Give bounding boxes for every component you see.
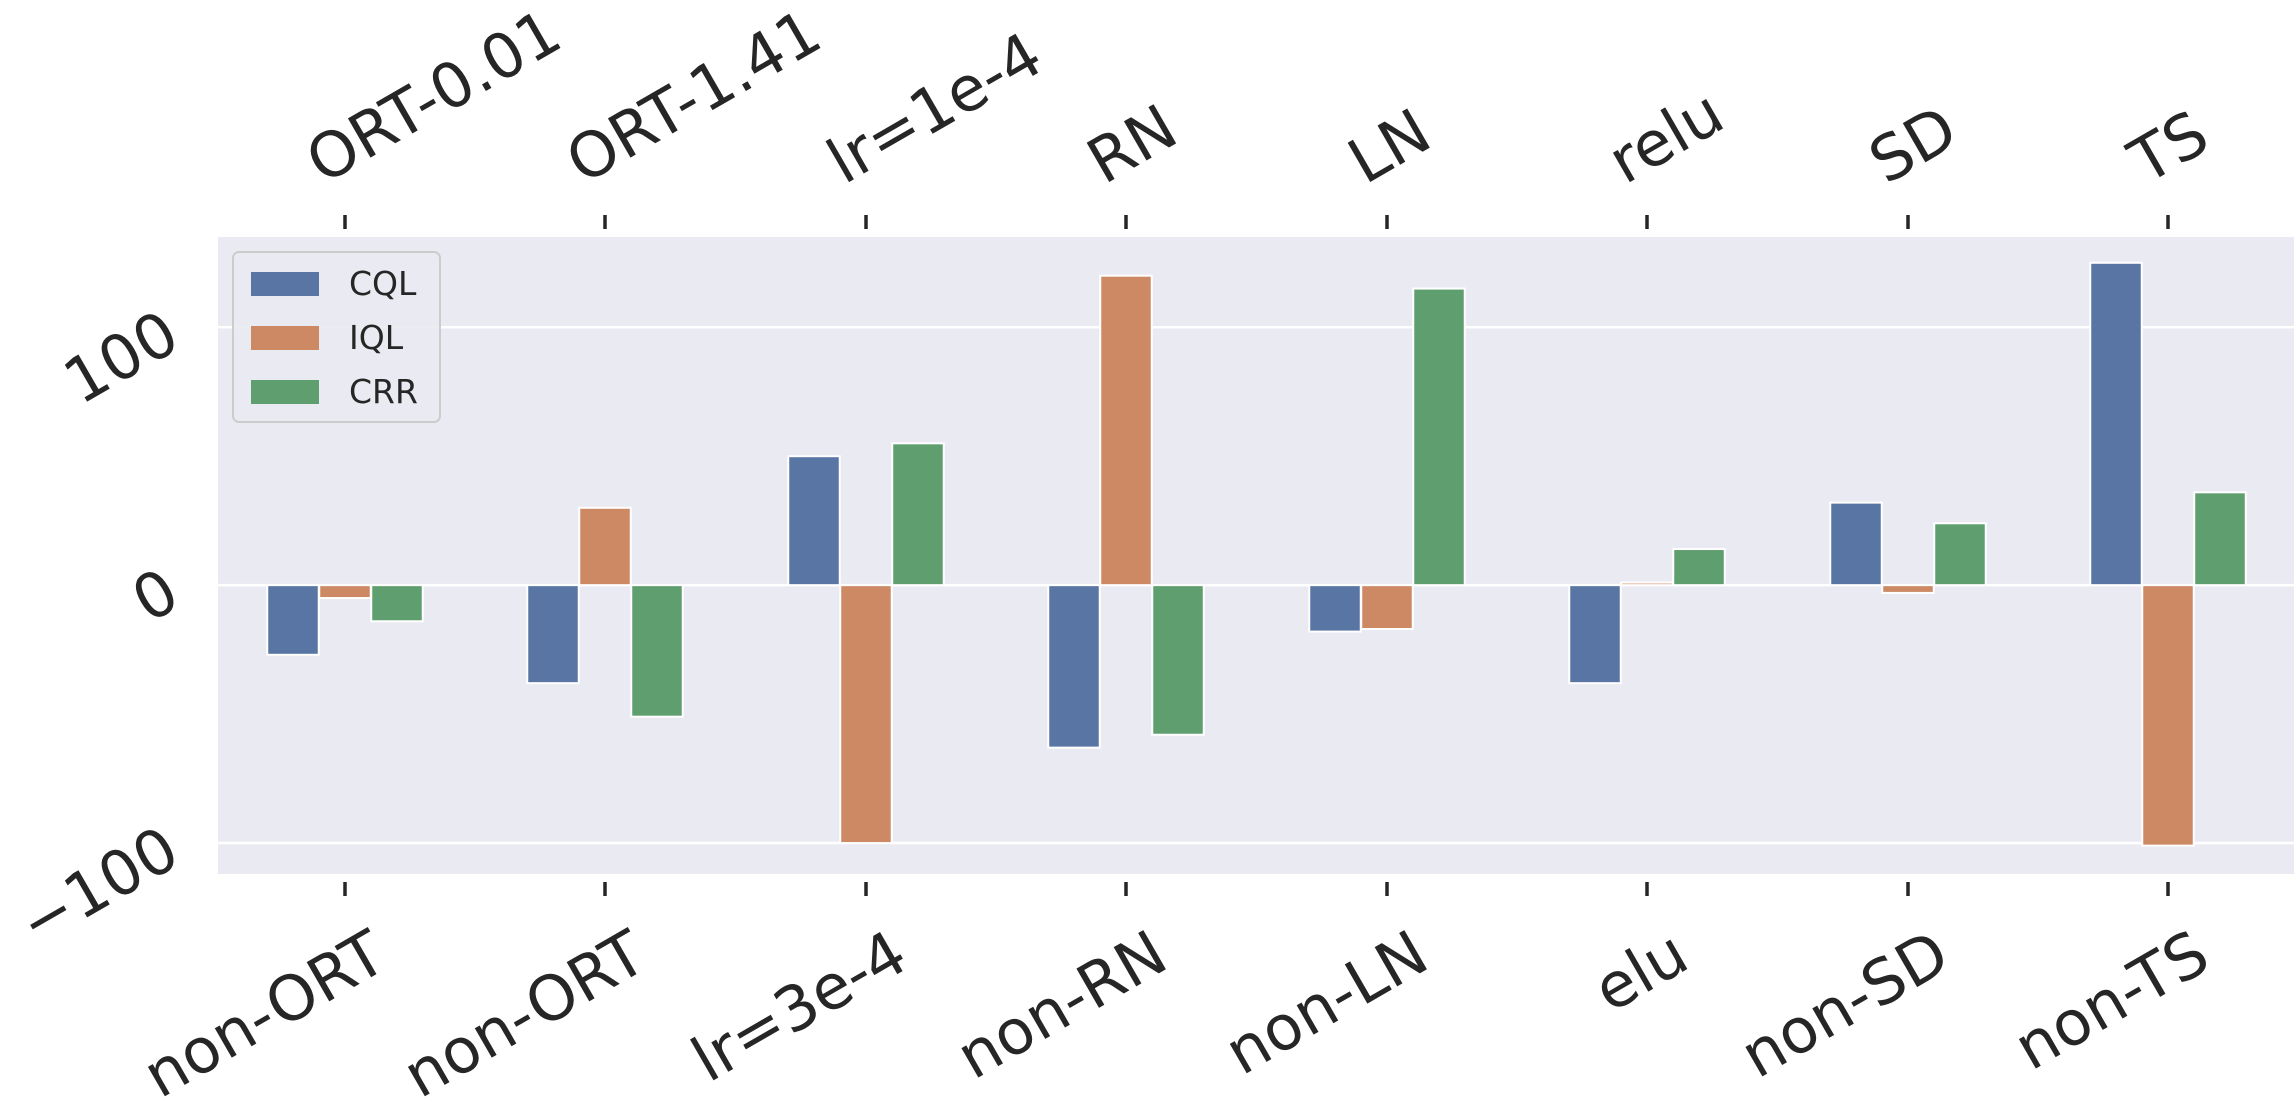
x-tick-label-top: ORT-1.41 [554,0,833,198]
bar-cql [1047,584,1101,749]
bar-iql [1360,584,1414,631]
bar-iql [839,584,893,845]
x-tick-label-top: RN [1075,90,1189,198]
x-tick-label-top: TS [2116,96,2220,198]
bar-iql [1099,274,1153,587]
bar-crr [630,584,684,718]
y-tick-label: 100 [52,296,191,418]
x-tick-label-bottom: non-SD [1728,916,1960,1092]
legend-label-cql: CQL [349,264,417,303]
x-tick-label-bottom: non-LN [1213,916,1440,1089]
bar-cql [266,584,320,656]
legend-swatch-crr [251,380,319,404]
bar-iql [2141,584,2195,847]
x-tick-label-bottom: elu [1581,916,1699,1027]
x-tick-label-bottom: lr=3e-4 [679,916,918,1096]
legend: CQL IQL CRR [232,251,441,423]
bar-iql [318,584,372,600]
legend-label-iql: IQL [349,318,404,357]
x-tick-label-top: lr=1e-4 [815,18,1054,198]
bar-crr [2193,491,2247,587]
bar-cql [1829,501,1883,587]
bar-iql [1620,581,1674,587]
bar-iql [1881,584,1935,594]
y-tick-label: −100 [7,812,191,960]
bar-crr [891,442,945,587]
legend-label-crr: CRR [349,372,418,411]
x-tick-label-top: LN [1336,94,1443,198]
x-tick-label-bottom: non-TS [2002,916,2221,1084]
x-tick-label-bottom: non-ORT [131,915,399,1112]
bar-crr [1933,522,1987,587]
bar-iql [578,506,632,587]
bar-cql [526,584,580,685]
bar-cql [787,455,841,587]
bar-crr [1412,287,1466,587]
x-tick-label-top: SD [1857,91,1969,198]
x-tick-label-top: ORT-0.01 [294,0,573,198]
y-tick-label: 0 [120,554,191,637]
bar-crr [1672,548,1726,587]
bar-cql [1568,584,1622,685]
legend-swatch-iql [251,326,319,350]
x-tick-label-top: relu [1596,75,1735,198]
legend-swatch-cql [251,272,319,296]
bar-crr [370,584,424,623]
tick-marks [343,215,2170,896]
bar-crr [1151,584,1205,736]
x-tick-label-bottom: non-ORT [391,915,659,1112]
x-tick-label-bottom: non-RN [944,916,1178,1093]
bar-cql [2089,261,2143,587]
bar-cql [1308,584,1362,633]
bars [266,261,2247,847]
